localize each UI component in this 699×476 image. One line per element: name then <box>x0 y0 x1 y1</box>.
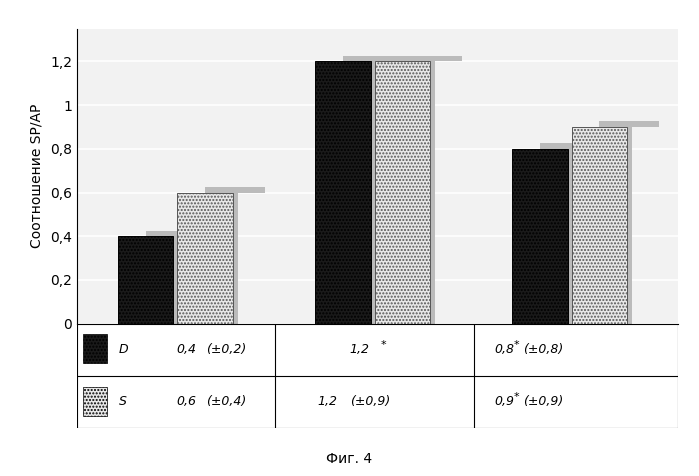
FancyBboxPatch shape <box>599 121 659 127</box>
Text: 1,2: 1,2 <box>317 395 338 408</box>
Text: S: S <box>119 395 127 408</box>
Text: (±0,9): (±0,9) <box>523 395 563 408</box>
FancyBboxPatch shape <box>77 324 678 428</box>
Bar <box>572 127 627 324</box>
Bar <box>178 192 233 324</box>
Text: 0,9: 0,9 <box>495 395 514 408</box>
Bar <box>118 236 173 324</box>
FancyBboxPatch shape <box>402 56 462 61</box>
FancyBboxPatch shape <box>627 127 632 324</box>
FancyBboxPatch shape <box>370 61 375 324</box>
FancyBboxPatch shape <box>146 231 206 236</box>
Text: 1,2: 1,2 <box>350 343 370 356</box>
Text: 0,4: 0,4 <box>176 343 196 356</box>
Bar <box>83 387 107 416</box>
Y-axis label: Соотношение SP/AP: Соотношение SP/AP <box>29 104 43 248</box>
Text: 0,8: 0,8 <box>495 343 514 356</box>
Text: (±0,8): (±0,8) <box>523 343 563 356</box>
Text: *: * <box>514 339 519 350</box>
FancyBboxPatch shape <box>205 187 265 192</box>
Text: (±0,4): (±0,4) <box>206 395 246 408</box>
Bar <box>315 61 370 324</box>
FancyBboxPatch shape <box>233 192 238 324</box>
Text: (±0,9): (±0,9) <box>350 395 391 408</box>
FancyBboxPatch shape <box>430 61 435 324</box>
Text: D: D <box>119 343 129 356</box>
Text: 0,6: 0,6 <box>176 395 196 408</box>
Text: (±0,2): (±0,2) <box>206 343 246 356</box>
Bar <box>375 61 430 324</box>
FancyBboxPatch shape <box>540 143 600 149</box>
Text: *: * <box>514 392 519 402</box>
FancyBboxPatch shape <box>343 56 403 61</box>
FancyBboxPatch shape <box>568 149 572 324</box>
Bar <box>512 149 568 324</box>
FancyBboxPatch shape <box>173 236 178 324</box>
Text: *: * <box>380 339 386 350</box>
Text: Фиг. 4: Фиг. 4 <box>326 453 373 466</box>
Bar <box>83 334 107 364</box>
